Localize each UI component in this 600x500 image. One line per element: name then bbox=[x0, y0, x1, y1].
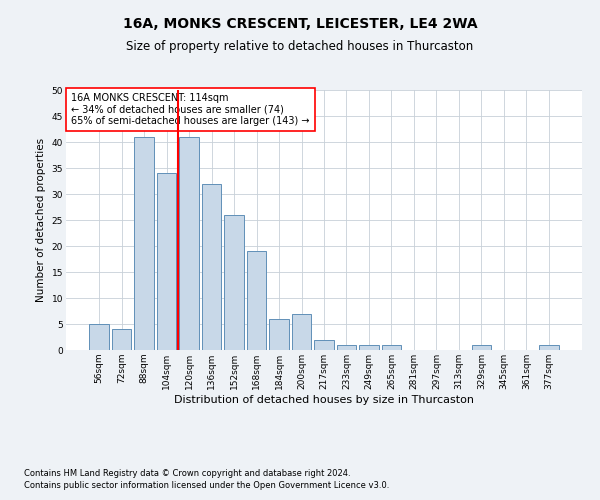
Bar bbox=[247, 251, 266, 350]
Text: Size of property relative to detached houses in Thurcaston: Size of property relative to detached ho… bbox=[127, 40, 473, 53]
Bar bbox=[157, 173, 176, 350]
Bar bbox=[292, 314, 311, 350]
Bar bbox=[314, 340, 334, 350]
Bar bbox=[179, 137, 199, 350]
Bar bbox=[89, 324, 109, 350]
Bar bbox=[382, 345, 401, 350]
Y-axis label: Number of detached properties: Number of detached properties bbox=[36, 138, 46, 302]
Bar bbox=[269, 319, 289, 350]
X-axis label: Distribution of detached houses by size in Thurcaston: Distribution of detached houses by size … bbox=[174, 394, 474, 404]
Bar bbox=[202, 184, 221, 350]
Bar bbox=[112, 329, 131, 350]
Text: Contains HM Land Registry data © Crown copyright and database right 2024.: Contains HM Land Registry data © Crown c… bbox=[24, 468, 350, 477]
Bar bbox=[337, 345, 356, 350]
Text: 16A MONKS CRESCENT: 114sqm
← 34% of detached houses are smaller (74)
65% of semi: 16A MONKS CRESCENT: 114sqm ← 34% of deta… bbox=[71, 92, 310, 126]
Text: 16A, MONKS CRESCENT, LEICESTER, LE4 2WA: 16A, MONKS CRESCENT, LEICESTER, LE4 2WA bbox=[122, 18, 478, 32]
Bar bbox=[359, 345, 379, 350]
Bar bbox=[472, 345, 491, 350]
Text: Contains public sector information licensed under the Open Government Licence v3: Contains public sector information licen… bbox=[24, 481, 389, 490]
Bar bbox=[539, 345, 559, 350]
Bar bbox=[134, 137, 154, 350]
Bar bbox=[224, 215, 244, 350]
